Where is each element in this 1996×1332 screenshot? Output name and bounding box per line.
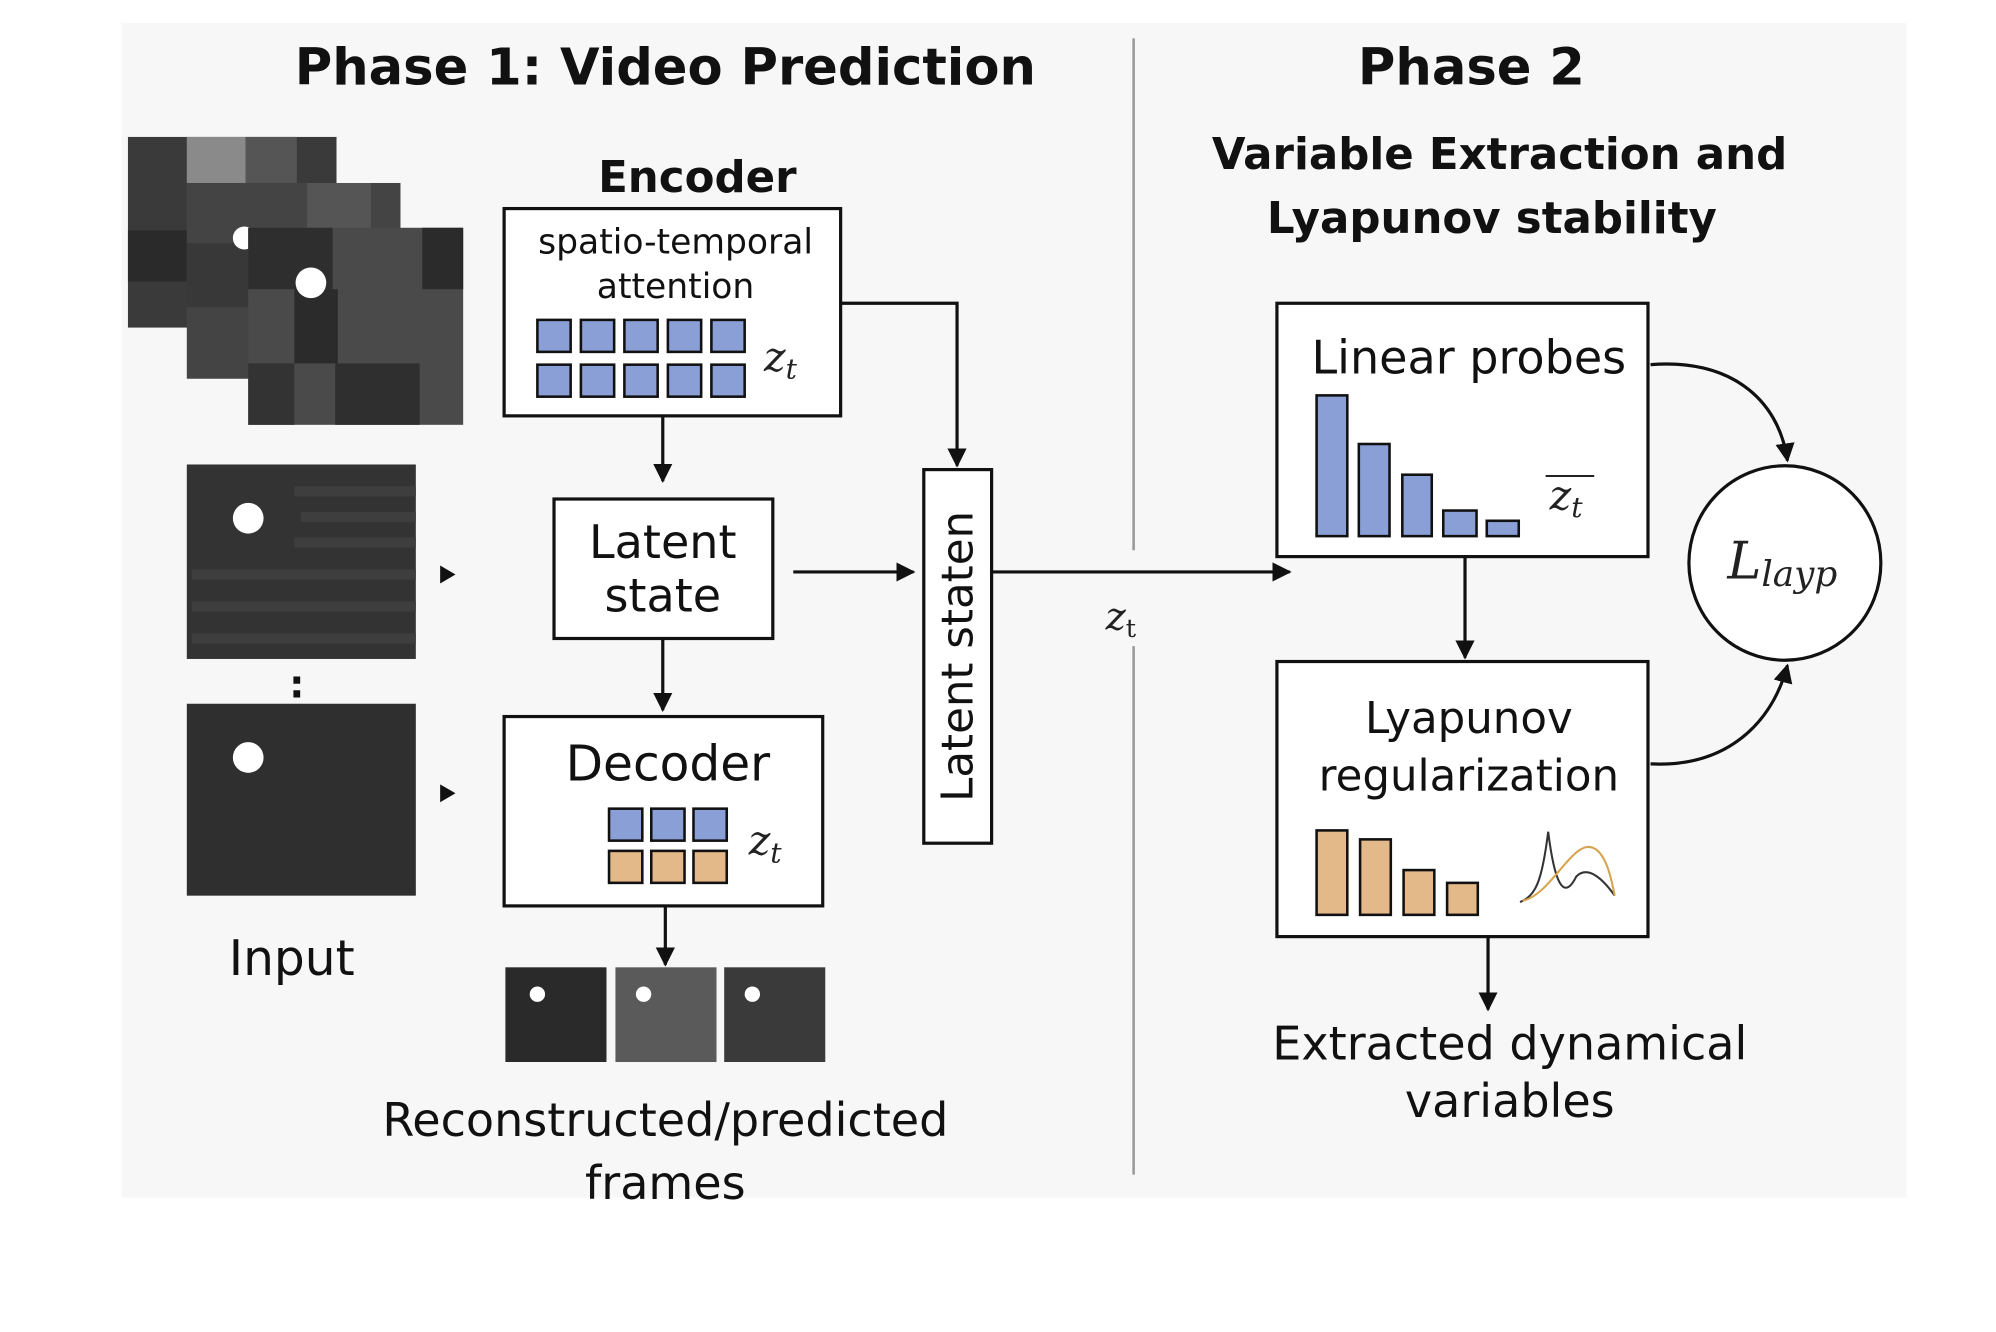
lyapunov-text-2: regularization <box>1319 752 1619 802</box>
input-frame <box>248 227 464 425</box>
latent-staten-label: Latent staten <box>933 511 983 802</box>
probes-zbar-label: zt <box>1549 471 1584 524</box>
encoder-zt-label: zt <box>763 333 798 386</box>
input-label: Input <box>229 931 355 987</box>
latent-cell <box>666 363 703 398</box>
distribution-curves-icon <box>1519 831 1616 904</box>
bar <box>1357 442 1391 538</box>
lyapunov-loss-node <box>1687 464 1883 662</box>
encoder-text-1: spatio-temporal <box>538 222 813 262</box>
decoder-title: Decoder <box>566 737 771 793</box>
play-arrow-icon <box>440 565 456 584</box>
phase2-subtitle-1: Variable Extraction and <box>1212 130 1787 180</box>
latent-state-text-1: Latent <box>589 515 737 569</box>
lyapunov-text-1: Lyapunov <box>1365 694 1573 744</box>
arrows <box>653 301 1795 1012</box>
bar <box>1401 473 1434 538</box>
latent-staten-box <box>922 467 994 845</box>
latent-cell <box>536 363 572 398</box>
bar <box>1315 829 1349 917</box>
decoder-zt-label: zt <box>748 817 783 870</box>
latent-state-box <box>552 497 775 641</box>
input-frame <box>186 703 416 896</box>
arrow <box>1650 663 1793 766</box>
phase1-title: Phase 1: Video Prediction <box>295 38 1036 97</box>
bar <box>1441 509 1478 538</box>
decoder-latent-cells <box>607 807 729 885</box>
latent-cell <box>623 363 659 398</box>
bar <box>1402 868 1436 917</box>
encoder-title: Encoder <box>598 153 797 203</box>
linear-probes-bars <box>1315 394 1521 538</box>
arrow <box>1650 362 1795 463</box>
latent-cell <box>649 807 686 842</box>
extracted-label-1: Extracted dynamical <box>1272 1016 1747 1070</box>
latent-cell <box>710 318 746 354</box>
encoder-text-2: attention <box>597 267 755 307</box>
arrow <box>840 301 967 468</box>
latent-cell <box>607 849 644 885</box>
latent-cell <box>692 807 729 842</box>
input-frame <box>186 464 416 659</box>
latent-state-text-2: state <box>604 569 721 623</box>
latent-cell <box>607 807 644 842</box>
latent-cell <box>623 318 659 354</box>
bar <box>1445 881 1480 917</box>
latent-cell <box>710 363 746 398</box>
play-arrow-icon <box>440 784 456 803</box>
background-panel <box>121 23 1907 1198</box>
latent-cell <box>579 318 616 354</box>
phase2-subtitle-2: Lyapunov stability <box>1267 194 1717 244</box>
latent-cell <box>579 363 616 398</box>
encoder-latent-cells <box>536 318 746 398</box>
lyapunov-bars <box>1315 829 1480 917</box>
bar <box>1485 519 1521 538</box>
reconstructed-label-2: frames <box>585 1156 746 1210</box>
reconstructed-frames <box>505 967 826 1063</box>
linear-probes-title: Linear probes <box>1312 331 1627 385</box>
bar <box>1358 838 1393 917</box>
latent-cell <box>536 318 572 354</box>
input-frame-stack <box>127 136 464 425</box>
reconstructed-label-1: Reconstructed/predicted <box>382 1093 948 1147</box>
ellipsis: : <box>289 662 304 707</box>
loss-label: Llayp <box>1726 532 1837 595</box>
latent-cell <box>692 849 729 885</box>
latent-cell <box>649 849 686 885</box>
connector-zt-label: zt <box>1105 595 1137 645</box>
latent-cell <box>666 318 703 354</box>
bar <box>1315 394 1349 538</box>
phase2-title: Phase 2 <box>1358 38 1585 97</box>
extracted-label-2: variables <box>1405 1074 1615 1128</box>
